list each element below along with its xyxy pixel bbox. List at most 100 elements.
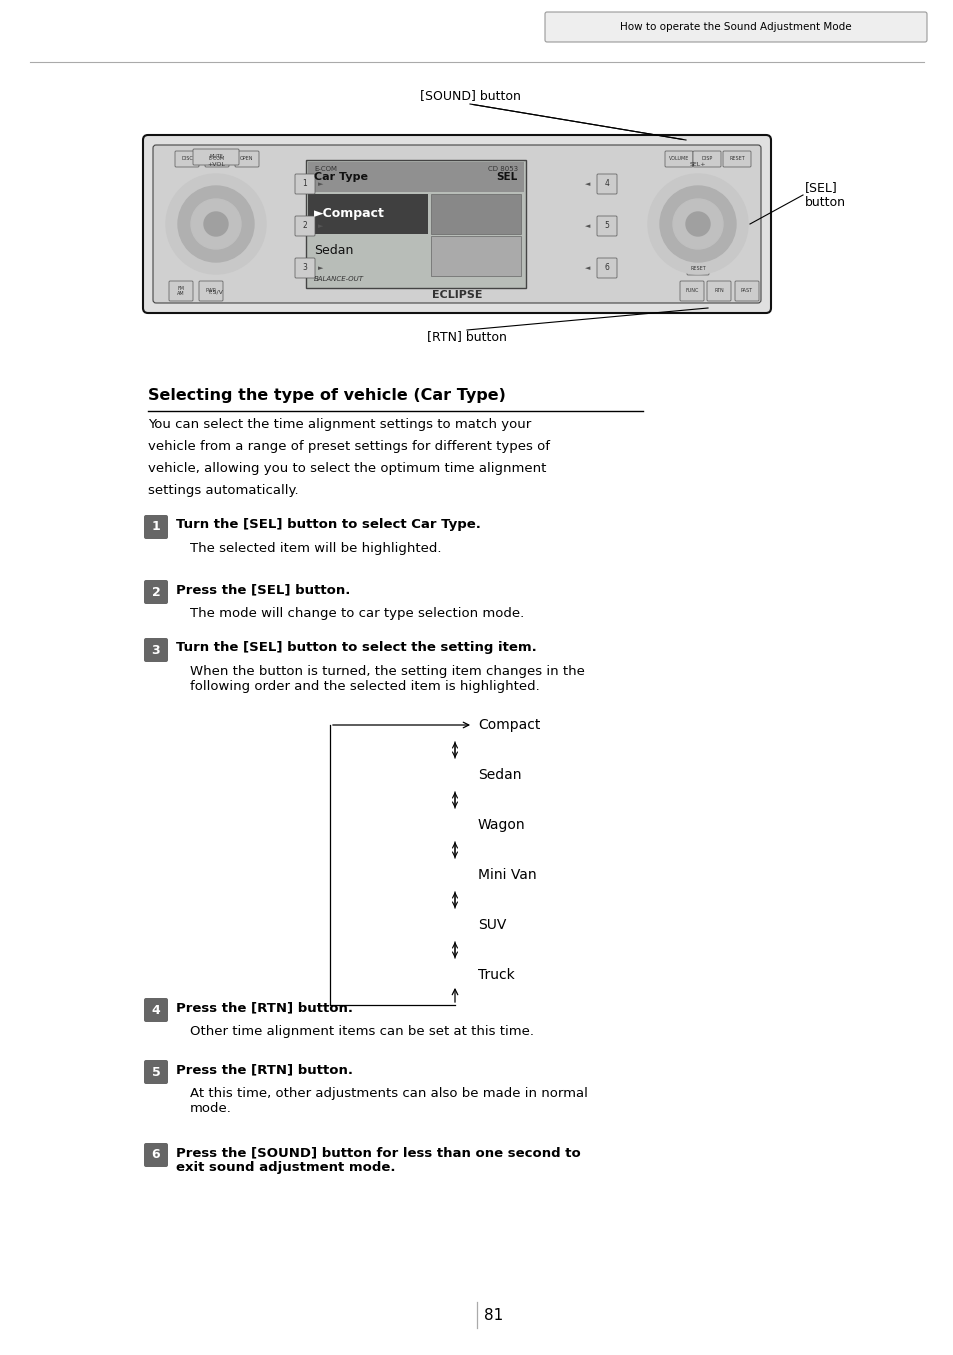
Text: When the button is turned, the setting item changes in the
following order and t: When the button is turned, the setting i… [190, 665, 584, 692]
FancyBboxPatch shape [294, 215, 314, 236]
FancyBboxPatch shape [597, 215, 617, 236]
Text: Press the [SEL] button.: Press the [SEL] button. [175, 583, 350, 596]
Text: FUNC: FUNC [684, 289, 698, 294]
Text: 6: 6 [604, 263, 609, 272]
Text: [SEL]
button: [SEL] button [804, 182, 845, 209]
Text: PAST: PAST [740, 289, 752, 294]
Text: ►Compact: ►Compact [314, 207, 384, 221]
Text: 5: 5 [152, 1065, 160, 1079]
Circle shape [166, 173, 266, 274]
Text: SUV: SUV [477, 917, 506, 932]
FancyBboxPatch shape [152, 145, 760, 304]
FancyBboxPatch shape [144, 580, 168, 604]
Text: The selected item will be highlighted.: The selected item will be highlighted. [190, 542, 441, 556]
FancyBboxPatch shape [597, 257, 617, 278]
FancyBboxPatch shape [544, 12, 926, 42]
FancyBboxPatch shape [294, 173, 314, 194]
FancyBboxPatch shape [199, 280, 223, 301]
Text: RESET: RESET [728, 156, 744, 161]
Text: +VOL: +VOL [207, 163, 225, 167]
Text: Car Type: Car Type [314, 172, 368, 182]
FancyBboxPatch shape [664, 150, 692, 167]
Text: RESET: RESET [689, 266, 705, 271]
Text: DISP: DISP [700, 156, 712, 161]
Text: E-COM: E-COM [314, 167, 336, 172]
Text: ECLIPSE: ECLIPSE [432, 290, 482, 299]
FancyBboxPatch shape [144, 999, 168, 1022]
FancyBboxPatch shape [734, 280, 759, 301]
Text: settings automatically.: settings automatically. [148, 484, 298, 497]
Text: [SOUND] button: [SOUND] button [419, 89, 520, 102]
FancyBboxPatch shape [174, 150, 199, 167]
Text: CD 8053: CD 8053 [487, 167, 517, 172]
Text: At this time, other adjustments can also be made in normal
mode.: At this time, other adjustments can also… [190, 1087, 587, 1115]
FancyBboxPatch shape [143, 136, 770, 313]
Text: 81: 81 [483, 1308, 503, 1322]
Text: You can select the time alignment settings to match your: You can select the time alignment settin… [148, 417, 531, 431]
FancyBboxPatch shape [706, 280, 730, 301]
FancyBboxPatch shape [597, 173, 617, 194]
Text: Truck: Truck [477, 967, 515, 982]
Circle shape [672, 199, 722, 249]
FancyBboxPatch shape [144, 638, 168, 663]
Text: VOLUME: VOLUME [668, 156, 688, 161]
Text: Turn the [SEL] button to select the setting item.: Turn the [SEL] button to select the sett… [175, 641, 537, 654]
Text: ►: ► [317, 266, 323, 271]
Text: How to operate the Sound Adjustment Mode: How to operate the Sound Adjustment Mode [619, 22, 851, 33]
Circle shape [647, 173, 747, 274]
FancyBboxPatch shape [144, 515, 168, 539]
Text: BALANCE-OUT: BALANCE-OUT [314, 276, 364, 282]
Text: 1: 1 [302, 179, 307, 188]
FancyBboxPatch shape [308, 194, 428, 234]
Text: 4: 4 [604, 179, 609, 188]
FancyBboxPatch shape [686, 262, 708, 275]
Text: Press the [RTN] button.: Press the [RTN] button. [175, 1001, 353, 1014]
Text: 5: 5 [604, 221, 609, 230]
Circle shape [178, 186, 253, 262]
Text: Press the [RTN] button.: Press the [RTN] button. [175, 1064, 353, 1076]
Text: RTN: RTN [714, 289, 723, 294]
Text: 2: 2 [152, 585, 160, 599]
FancyBboxPatch shape [679, 280, 703, 301]
Text: ►: ► [317, 224, 323, 229]
FancyBboxPatch shape [306, 160, 525, 289]
Circle shape [191, 199, 241, 249]
Circle shape [204, 211, 228, 236]
Text: 6: 6 [152, 1149, 160, 1161]
Text: FM
AM: FM AM [177, 286, 185, 297]
Text: [RTN] button: [RTN] button [427, 331, 506, 343]
Text: Sedan: Sedan [314, 244, 353, 256]
Text: Selecting the type of vehicle (Car Type): Selecting the type of vehicle (Car Type) [148, 388, 505, 402]
Text: vehicle, allowing you to select the optimum time alignment: vehicle, allowing you to select the opti… [148, 462, 546, 476]
Text: vehicle from a range of preset settings for different types of: vehicle from a range of preset settings … [148, 440, 550, 453]
Text: Other time alignment items can be set at this time.: Other time alignment items can be set at… [190, 1024, 534, 1038]
Text: 2: 2 [302, 221, 307, 230]
Text: DISC: DISC [181, 156, 193, 161]
Text: Turn the [SEL] button to select Car Type.: Turn the [SEL] button to select Car Type… [175, 518, 480, 531]
FancyBboxPatch shape [431, 194, 520, 234]
Text: The mode will change to car type selection mode.: The mode will change to car type selecti… [190, 607, 524, 621]
FancyBboxPatch shape [169, 280, 193, 301]
FancyBboxPatch shape [193, 149, 239, 165]
FancyBboxPatch shape [431, 236, 520, 276]
Text: SEL+: SEL+ [689, 163, 705, 167]
Text: 4: 4 [152, 1004, 160, 1016]
Text: Compact: Compact [477, 718, 539, 732]
FancyBboxPatch shape [144, 1144, 168, 1167]
FancyBboxPatch shape [692, 150, 720, 167]
FancyBboxPatch shape [294, 257, 314, 278]
Text: 3: 3 [152, 644, 160, 657]
Text: ◄: ◄ [584, 182, 589, 187]
Text: ◄: ◄ [584, 224, 589, 229]
Text: 1: 1 [152, 520, 160, 534]
Text: F.S/V: F.S/V [209, 289, 223, 294]
FancyBboxPatch shape [308, 163, 523, 192]
Text: Wagon: Wagon [477, 818, 525, 832]
Text: E-COM: E-COM [209, 156, 225, 161]
Text: Sedan: Sedan [477, 768, 521, 782]
Circle shape [659, 186, 735, 262]
FancyBboxPatch shape [144, 1060, 168, 1084]
Text: MUTE: MUTE [209, 154, 223, 160]
Text: ◄: ◄ [584, 266, 589, 271]
FancyBboxPatch shape [205, 150, 229, 167]
